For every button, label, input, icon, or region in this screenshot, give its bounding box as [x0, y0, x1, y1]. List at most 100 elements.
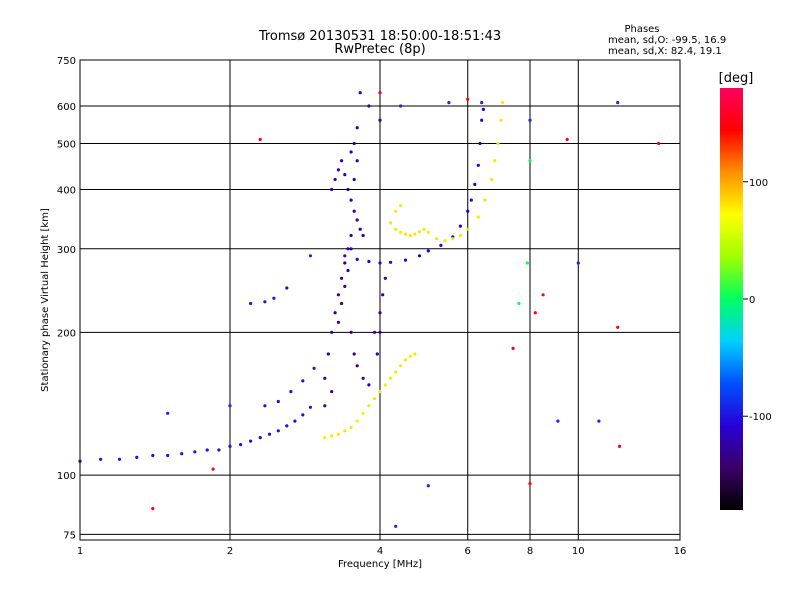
- x-tick-label: 4: [377, 546, 383, 557]
- stats-line-x: mean, sd,X: 82.4, 19.1: [608, 46, 722, 57]
- data-point: [343, 284, 347, 288]
- data-point: [381, 293, 385, 297]
- y-tick-label: 500: [57, 140, 76, 151]
- y-tick-label: 75: [63, 530, 76, 541]
- data-point: [541, 293, 545, 297]
- data-point: [657, 141, 661, 146]
- data-point: [336, 320, 340, 324]
- colorbar-label: [deg]: [719, 71, 754, 86]
- y-axis-ticks: 75 100 200 300 400 500 600 750: [57, 56, 76, 541]
- data-point: [394, 370, 398, 374]
- data-point: [556, 419, 560, 423]
- data-point: [483, 198, 487, 202]
- data-point: [383, 383, 387, 387]
- data-point: [323, 404, 327, 408]
- data-point: [336, 432, 340, 436]
- data-point: [361, 411, 365, 415]
- data-point: [394, 209, 398, 213]
- data-point: [355, 218, 359, 222]
- x-tick-label: 2: [227, 546, 233, 557]
- data-point: [413, 232, 417, 236]
- data-point: [293, 419, 297, 423]
- data-point: [285, 424, 289, 428]
- data-point: [349, 198, 353, 202]
- x-tick-label: 1: [77, 546, 83, 557]
- data-point: [422, 227, 426, 231]
- data-point: [333, 177, 337, 182]
- data-point: [399, 104, 403, 108]
- data-point: [576, 261, 580, 265]
- data-point: [617, 444, 622, 448]
- data-point: [466, 209, 470, 213]
- data-point: [355, 364, 359, 368]
- data-point: [403, 358, 408, 362]
- data-point: [367, 259, 371, 264]
- data-point: [276, 429, 280, 433]
- data-point: [117, 457, 122, 461]
- data-point: [352, 352, 356, 356]
- data-point: [447, 101, 451, 105]
- data-point: [355, 257, 359, 261]
- data-point: [417, 254, 422, 258]
- data-point: [458, 233, 462, 238]
- data-point: [343, 429, 347, 433]
- data-point: [352, 177, 356, 182]
- data-point: [330, 390, 334, 394]
- x-axis-label: Frequency [MHz]: [338, 559, 422, 570]
- data-point: [285, 286, 289, 290]
- data-point: [343, 254, 347, 258]
- data-point: [528, 482, 532, 486]
- data-point: [528, 118, 532, 122]
- data-point: [399, 204, 403, 208]
- data-point: [151, 453, 155, 458]
- data-point: [135, 455, 139, 459]
- data-point: [478, 141, 482, 146]
- data-point: [301, 413, 305, 417]
- data-point: [403, 258, 408, 262]
- data-point: [358, 227, 362, 231]
- data-point: [378, 330, 382, 334]
- data-point: [263, 300, 267, 304]
- data-point: [301, 379, 305, 383]
- data-point: [99, 457, 103, 461]
- data-point: [480, 118, 484, 122]
- data-point: [565, 137, 569, 142]
- chart-title: Tromsø 20130531 18:50:00-18:51:43: [258, 29, 501, 44]
- data-point: [217, 448, 221, 452]
- data-point: [346, 187, 350, 192]
- data-point: [616, 325, 620, 329]
- data-point: [417, 230, 422, 234]
- data-point: [308, 405, 312, 409]
- data-point: [378, 261, 382, 265]
- data-point: [517, 301, 521, 306]
- chart-subtitle: RwPretec (8p): [334, 42, 425, 57]
- data-point: [403, 232, 408, 236]
- y-tick-label: 400: [57, 186, 76, 197]
- data-point: [355, 419, 359, 423]
- data-point: [333, 311, 337, 315]
- data-point: [349, 150, 353, 154]
- data-point: [389, 221, 393, 225]
- x-tick-label: 10: [572, 546, 585, 557]
- data-point: [378, 311, 382, 315]
- data-point: [469, 198, 473, 202]
- data-point: [205, 448, 209, 452]
- data-point: [499, 118, 503, 122]
- data-point: [533, 311, 537, 315]
- data-point: [378, 91, 382, 95]
- grid-lines: [80, 60, 680, 540]
- data-point: [228, 404, 232, 408]
- data-point: [343, 261, 347, 265]
- data-point: [378, 390, 382, 394]
- data-point: [326, 352, 330, 356]
- data-point: [426, 484, 430, 488]
- data-point: [349, 247, 353, 251]
- data-point: [511, 346, 515, 350]
- data-point: [340, 276, 344, 280]
- data-point: [340, 301, 344, 306]
- data-point: [346, 247, 350, 251]
- data-point: [180, 452, 184, 456]
- data-point: [355, 126, 359, 130]
- data-point: [389, 376, 393, 380]
